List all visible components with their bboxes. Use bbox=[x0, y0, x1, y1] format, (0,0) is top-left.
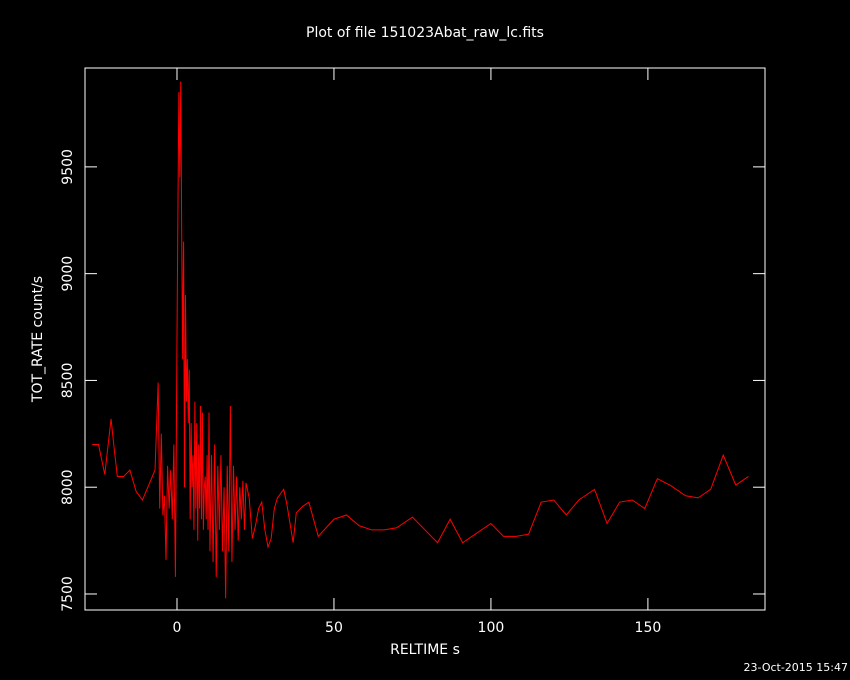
x-tick-label: 150 bbox=[635, 620, 662, 636]
y-tick-label: 8000 bbox=[60, 469, 76, 505]
light-curve bbox=[92, 81, 749, 599]
y-tick-label: 8500 bbox=[60, 363, 76, 399]
y-tick-label: 9000 bbox=[60, 256, 76, 292]
x-tick-label: 50 bbox=[325, 620, 343, 636]
timestamp: 23-Oct-2015 15:47 bbox=[744, 661, 848, 674]
x-axis-label: RELTIME s bbox=[390, 642, 460, 658]
y-tick-label: 9500 bbox=[60, 149, 76, 185]
x-tick-label: 0 bbox=[173, 620, 182, 636]
chart-title: Plot of file 151023Abat_raw_lc.fits bbox=[306, 25, 544, 41]
y-tick-label: 7500 bbox=[60, 576, 76, 612]
y-axis-label: TOT_RATE count/s bbox=[30, 276, 46, 403]
plot-frame bbox=[84, 67, 766, 611]
x-tick-label: 100 bbox=[478, 620, 505, 636]
